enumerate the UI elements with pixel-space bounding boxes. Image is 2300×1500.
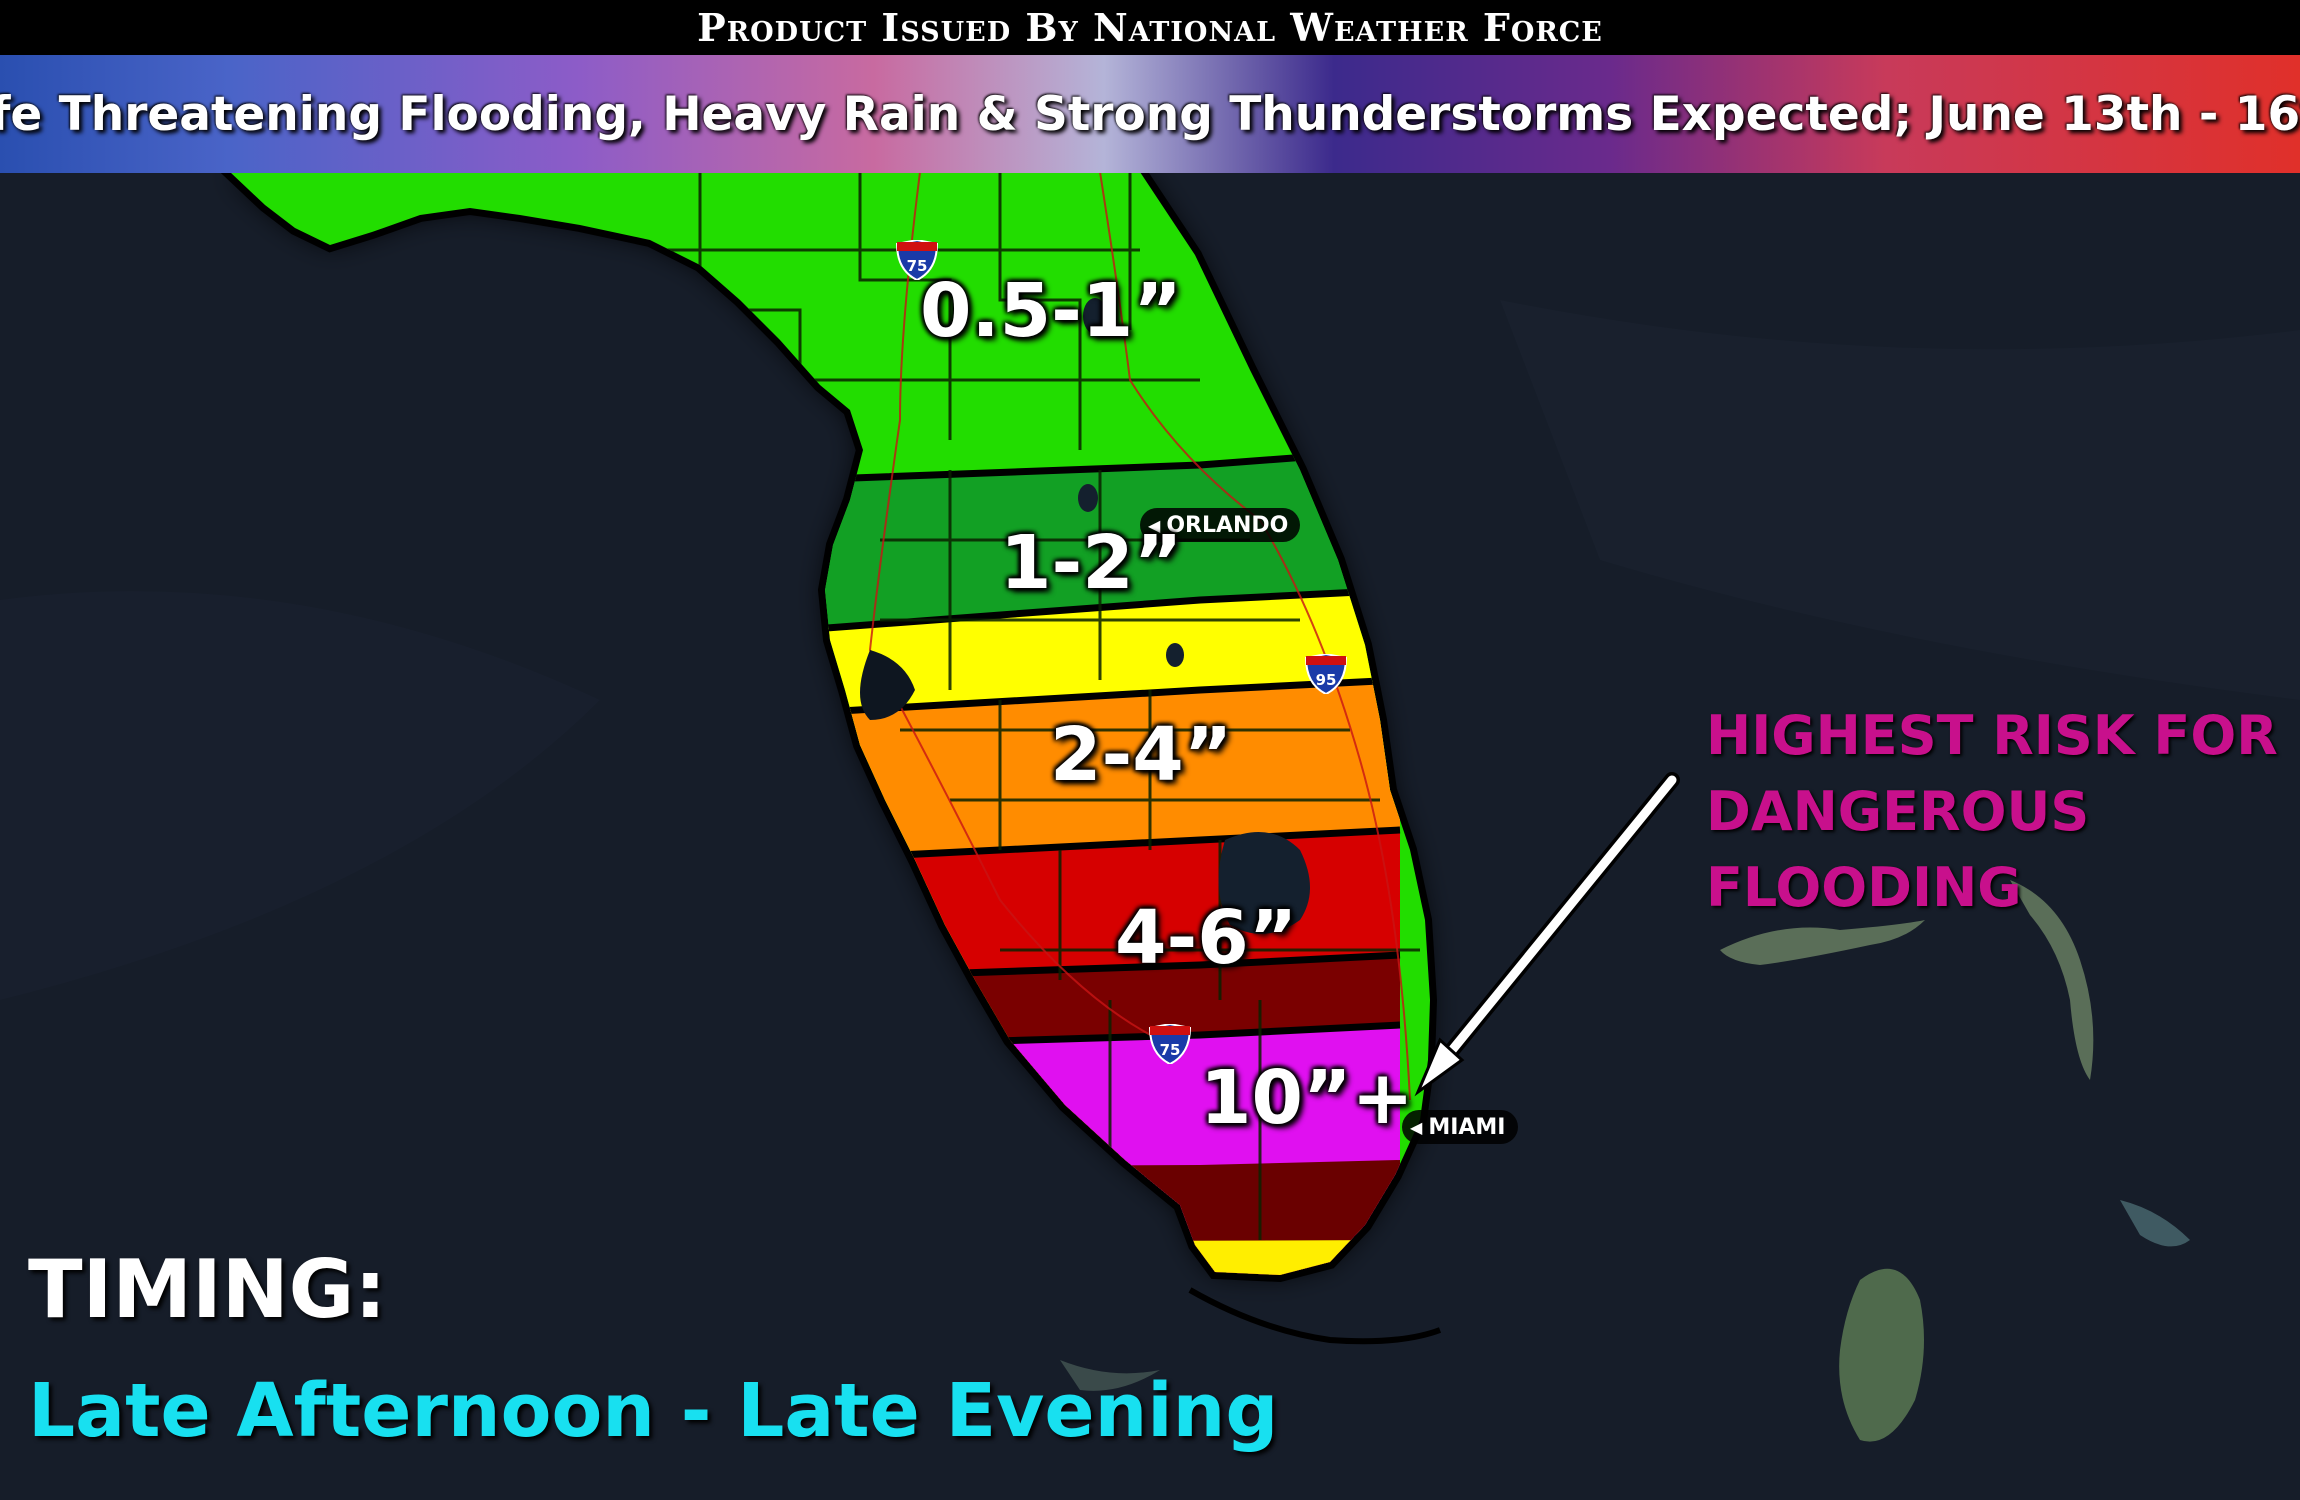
rainfall-label-1-2: 1-2” (1000, 520, 1183, 606)
grand-bahama-island (1720, 920, 1925, 965)
callout-line-2: DANGEROUS (1706, 780, 2090, 843)
interstate-95-shield: 95 (1304, 654, 1348, 694)
rainfall-label-10-plus: 10”+ (1200, 1055, 1414, 1141)
issuer-bar: Product Issued By National Weather Force (0, 0, 2300, 55)
headline-banner: Life Threatening Flooding, Heavy Rain & … (0, 55, 2300, 173)
rainfall-label-4-6: 4-6” (1115, 895, 1298, 981)
interstate-95-number: 95 (1316, 671, 1337, 689)
abaco-island (2010, 880, 2094, 1080)
callout-line-3: FLOODING (1706, 856, 2022, 919)
city-name-orlando: ORLANDO (1166, 512, 1289, 538)
andros-island (1839, 1268, 1924, 1442)
city-name-miami: MIAMI (1428, 1114, 1506, 1140)
city-label-orlando: ◀ ORLANDO (1140, 508, 1301, 542)
interstate-75-south-shield: 75 (1148, 1024, 1192, 1064)
callout-arrow (1414, 772, 1680, 1097)
pointer-left-icon: ◀ (1148, 515, 1161, 535)
issuer-text: Product Issued By National Weather Force (697, 5, 1603, 50)
interstate-75-south-number: 75 (1160, 1041, 1181, 1059)
interstate-75-north-shield: 75 (895, 240, 939, 280)
pointer-left-icon: ◀ (1410, 1117, 1423, 1137)
interstate-75-north-number: 75 (907, 257, 928, 275)
city-label-miami: ◀ MIAMI (1402, 1110, 1518, 1144)
timing-heading: TIMING: (28, 1243, 387, 1336)
rainfall-label-2-4: 2-4” (1050, 712, 1233, 798)
headline-text: Life Threatening Flooding, Heavy Rain & … (0, 86, 2300, 142)
callout-line-1: HIGHEST RISK FOR (1706, 704, 2278, 767)
highest-risk-callout: HIGHEST RISK FOR DANGEROUS FLOODING (1706, 698, 2278, 926)
rainfall-label-0-5-1: 0.5-1” (920, 268, 1182, 354)
lake-okeechobee (1218, 832, 1310, 934)
timing-value: Late Afternoon - Late Evening (28, 1368, 1279, 1454)
